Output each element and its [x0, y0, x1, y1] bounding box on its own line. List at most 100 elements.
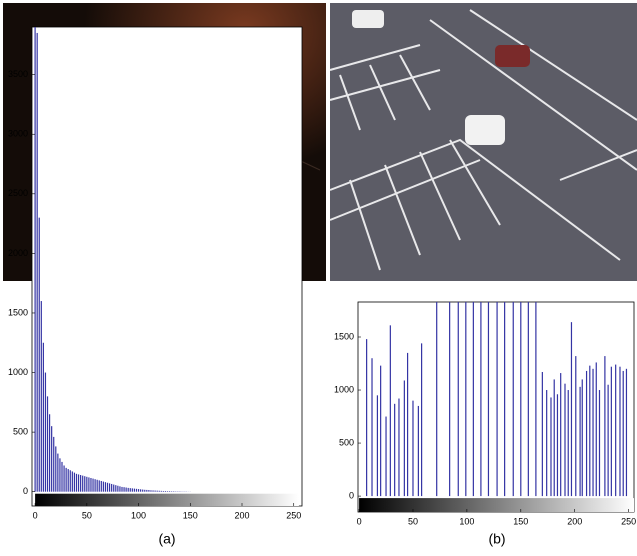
- bar: [167, 491, 168, 492]
- bar: [436, 295, 437, 497]
- bar: [611, 367, 612, 496]
- bar: [535, 295, 536, 497]
- bar: [465, 295, 466, 497]
- y-tick-label: 1500: [8, 307, 28, 317]
- bar: [146, 490, 147, 492]
- photo-equalized: [330, 3, 637, 281]
- bar: [61, 462, 62, 492]
- bar: [55, 446, 56, 491]
- bar: [126, 488, 127, 492]
- bar: [542, 372, 543, 496]
- x-tick-label: 200: [234, 510, 249, 520]
- bar: [136, 489, 137, 492]
- bar: [150, 490, 151, 491]
- bar: [371, 358, 372, 496]
- bar: [72, 471, 73, 491]
- x-tick-label: 100: [131, 510, 146, 520]
- y-tick-label: 2500: [8, 188, 28, 198]
- x-tick-label: 150: [513, 516, 528, 526]
- bar: [78, 474, 79, 491]
- bar: [103, 482, 104, 492]
- bar: [458, 295, 459, 497]
- bar: [157, 491, 158, 492]
- bar: [70, 470, 71, 491]
- bar: [47, 396, 48, 491]
- bar: [568, 390, 569, 496]
- bar: [608, 385, 609, 496]
- bar: [571, 322, 572, 496]
- y-tick-label: 3500: [8, 69, 28, 79]
- bar: [53, 437, 54, 492]
- bar: [57, 454, 58, 492]
- bar: [615, 365, 616, 497]
- bar: [74, 473, 75, 492]
- bar: [504, 295, 505, 497]
- bar: [140, 489, 141, 491]
- bar: [117, 486, 118, 492]
- bar: [99, 480, 100, 491]
- bar: [90, 478, 91, 492]
- bar: [123, 487, 124, 492]
- bar: [63, 465, 64, 491]
- x-tick-label: 50: [82, 510, 92, 520]
- bar: [380, 366, 381, 496]
- bar: [592, 369, 593, 496]
- bar: [394, 404, 395, 496]
- bar: [86, 477, 87, 492]
- bar: [35, 27, 36, 492]
- bar: [554, 379, 555, 496]
- bar: [152, 490, 153, 491]
- bar: [169, 491, 170, 492]
- bar: [165, 491, 166, 492]
- bar: [480, 295, 481, 497]
- bar: [161, 491, 162, 492]
- bar: [88, 477, 89, 491]
- bar: [528, 295, 529, 497]
- bar: [105, 482, 106, 492]
- bar: [488, 295, 489, 497]
- bar: [412, 401, 413, 496]
- bar: [155, 491, 156, 492]
- bar: [398, 399, 399, 497]
- bar: [513, 295, 514, 497]
- bar: [49, 414, 50, 491]
- bar: [550, 397, 551, 496]
- caption: (b): [488, 531, 505, 547]
- bar: [377, 395, 378, 496]
- colorbar: [359, 498, 634, 512]
- bar: [589, 366, 590, 496]
- bar: [582, 379, 583, 496]
- bar: [37, 33, 38, 492]
- y-tick-label: 1500: [334, 331, 354, 341]
- y-tick-label: 3000: [8, 129, 28, 139]
- bar: [579, 387, 580, 496]
- bar: [80, 475, 81, 492]
- bar: [546, 390, 547, 496]
- bar: [76, 474, 77, 492]
- bar: [159, 491, 160, 492]
- bar: [599, 390, 600, 496]
- bar: [68, 469, 69, 492]
- bar: [82, 476, 83, 492]
- bar: [109, 483, 110, 491]
- x-tick-label: 0: [33, 510, 38, 520]
- bar: [138, 489, 139, 492]
- bar: [366, 339, 367, 496]
- bar: [119, 486, 120, 491]
- bar: [623, 371, 624, 496]
- bar: [418, 406, 419, 496]
- bar: [520, 295, 521, 497]
- x-tick-label: 150: [183, 510, 198, 520]
- bar: [407, 353, 408, 496]
- x-tick-label: 250: [286, 510, 301, 520]
- bar: [92, 479, 93, 492]
- bar: [132, 488, 133, 491]
- y-tick-label: 0: [349, 490, 354, 500]
- bar: [95, 479, 96, 492]
- bar: [390, 325, 391, 496]
- bar: [144, 490, 145, 492]
- plot-area: [32, 27, 302, 506]
- bar: [604, 356, 605, 496]
- bar: [45, 373, 46, 492]
